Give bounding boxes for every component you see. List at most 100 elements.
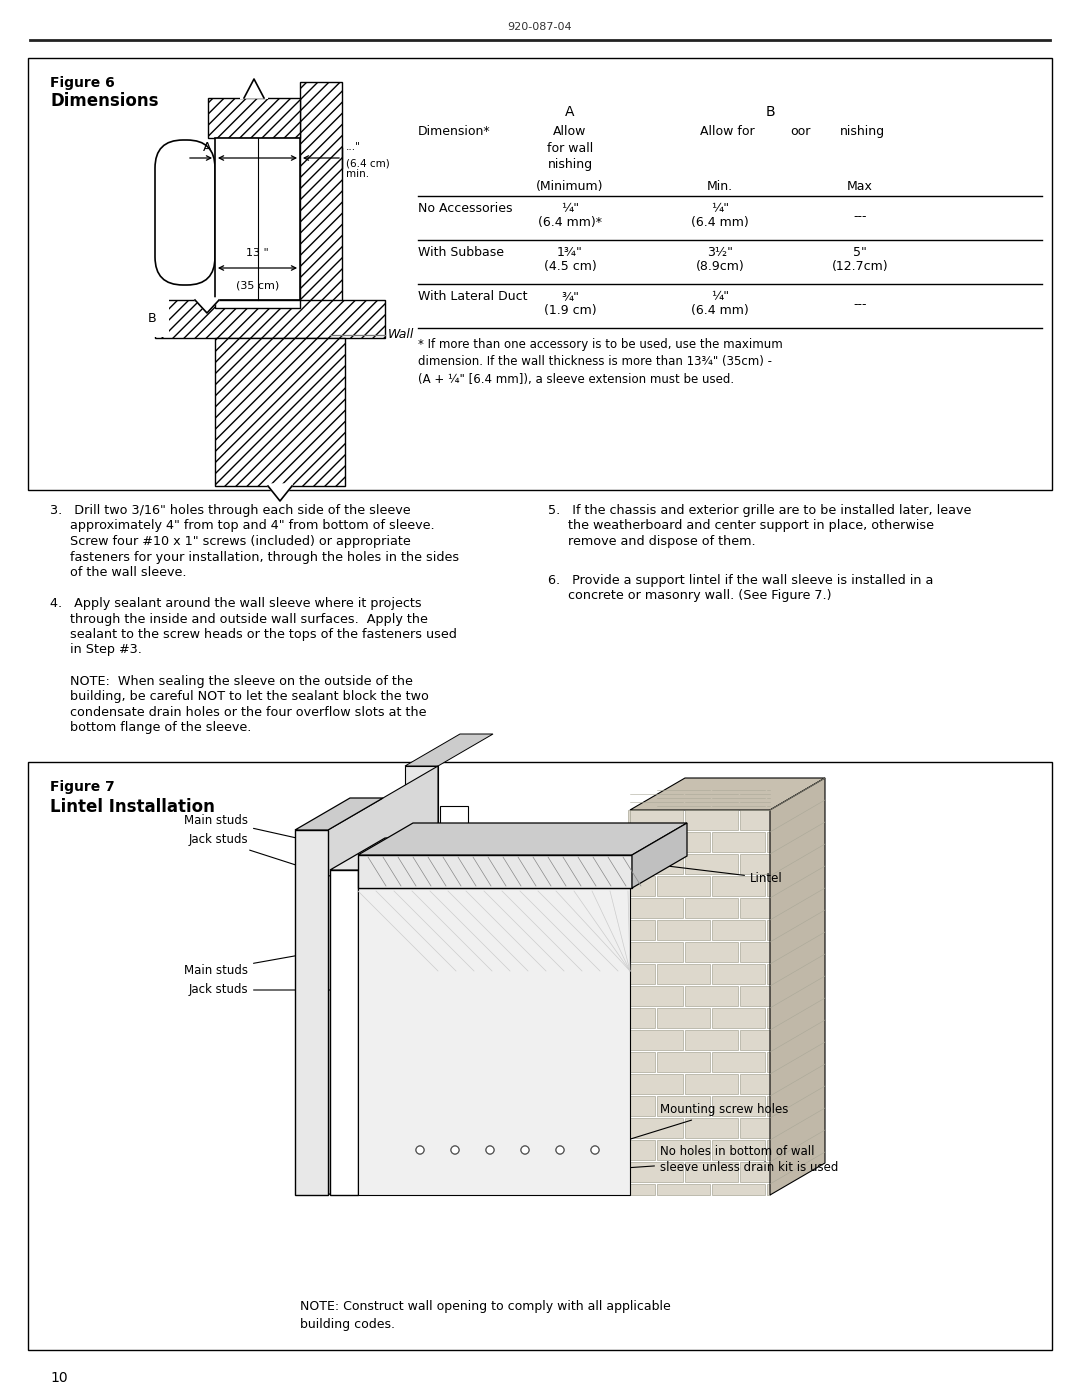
Text: (12.7cm): (12.7cm): [832, 260, 889, 272]
Text: Dimensions: Dimensions: [50, 92, 159, 110]
Text: building, be careful NOT to let the sealant block the two: building, be careful NOT to let the seal…: [50, 690, 429, 703]
Polygon shape: [712, 1052, 765, 1071]
Polygon shape: [632, 823, 687, 888]
Text: ---: ---: [853, 210, 867, 224]
Text: A: A: [203, 141, 211, 154]
Bar: [28, 761, 1052, 1350]
Polygon shape: [630, 854, 683, 875]
Polygon shape: [657, 1009, 710, 1028]
Text: remove and dispose of them.: remove and dispose of them.: [548, 535, 756, 548]
Text: (8.9cm): (8.9cm): [696, 260, 744, 272]
Polygon shape: [330, 870, 357, 1194]
Polygon shape: [712, 876, 765, 895]
Text: (6.4 mm): (6.4 mm): [691, 217, 748, 229]
Text: Wall: Wall: [388, 328, 415, 341]
Polygon shape: [630, 1030, 683, 1051]
Polygon shape: [328, 766, 438, 1194]
Text: No holes in bottom of wall
sleeve unless drain kit is used: No holes in bottom of wall sleeve unless…: [597, 1146, 838, 1173]
Polygon shape: [657, 876, 710, 895]
Polygon shape: [630, 810, 683, 830]
Text: fasteners for your installation, through the holes in the sides: fasteners for your installation, through…: [50, 550, 459, 563]
Polygon shape: [440, 806, 468, 1132]
Polygon shape: [657, 833, 710, 852]
Polygon shape: [740, 1162, 770, 1182]
Polygon shape: [657, 1097, 710, 1116]
Polygon shape: [712, 921, 765, 940]
Text: bottom flange of the sleeve.: bottom flange of the sleeve.: [50, 721, 252, 733]
Circle shape: [591, 1146, 599, 1154]
Polygon shape: [685, 1118, 738, 1139]
Text: Max: Max: [847, 180, 873, 193]
Polygon shape: [767, 1185, 770, 1194]
Text: (1.9 cm): (1.9 cm): [543, 305, 596, 317]
Text: (6.4 mm)*: (6.4 mm)*: [538, 217, 602, 229]
Polygon shape: [630, 1162, 683, 1182]
Text: ¼": ¼": [561, 203, 579, 215]
Text: B: B: [148, 312, 157, 324]
Text: 4.   Apply sealant around the wall sleeve where it projects: 4. Apply sealant around the wall sleeve …: [50, 597, 421, 610]
Polygon shape: [740, 1074, 770, 1094]
Polygon shape: [767, 1052, 770, 1071]
Text: Mounting screw holes: Mounting screw holes: [597, 1104, 788, 1150]
Circle shape: [486, 1146, 494, 1154]
Text: Main studs: Main studs: [184, 950, 325, 977]
Polygon shape: [627, 854, 630, 875]
Polygon shape: [295, 798, 383, 830]
Text: Allow
for wall
nishing: Allow for wall nishing: [546, 124, 593, 170]
Bar: [28, 59, 1052, 490]
Polygon shape: [712, 964, 765, 983]
Polygon shape: [740, 898, 770, 918]
Text: ...": ...": [346, 142, 361, 152]
Text: Jack studs: Jack studs: [188, 983, 355, 996]
Polygon shape: [630, 1074, 683, 1094]
Polygon shape: [685, 1030, 738, 1051]
Text: in Step #3.: in Step #3.: [50, 644, 141, 657]
Polygon shape: [405, 766, 438, 1132]
Text: of the wall sleeve.: of the wall sleeve.: [50, 566, 187, 578]
Circle shape: [521, 1146, 529, 1154]
Polygon shape: [627, 986, 630, 1006]
Text: (6.4 mm): (6.4 mm): [691, 305, 748, 317]
Polygon shape: [685, 854, 738, 875]
Polygon shape: [657, 964, 710, 983]
Polygon shape: [767, 1009, 770, 1028]
Polygon shape: [330, 838, 413, 870]
Text: 5": 5": [853, 246, 867, 258]
Polygon shape: [630, 921, 654, 940]
Polygon shape: [712, 1009, 765, 1028]
Text: 3½": 3½": [707, 246, 733, 258]
Text: the weatherboard and center support in place, otherwise: the weatherboard and center support in p…: [548, 520, 934, 532]
Polygon shape: [685, 898, 738, 918]
Text: NOTE: Construct wall opening to comply with all applicable
building codes.: NOTE: Construct wall opening to comply w…: [300, 1301, 671, 1331]
Bar: [300, 82, 342, 352]
FancyBboxPatch shape: [156, 140, 215, 285]
Polygon shape: [740, 1030, 770, 1051]
Text: ¼": ¼": [711, 291, 729, 303]
Text: Allow for: Allow for: [700, 124, 755, 138]
Polygon shape: [627, 1074, 630, 1094]
Polygon shape: [627, 898, 630, 918]
Polygon shape: [685, 942, 738, 963]
Polygon shape: [405, 733, 492, 766]
Text: A: A: [565, 105, 575, 119]
Polygon shape: [630, 1097, 654, 1116]
Polygon shape: [630, 942, 683, 963]
Polygon shape: [657, 1185, 710, 1194]
Text: Main studs: Main studs: [184, 813, 325, 844]
Polygon shape: [630, 986, 683, 1006]
Polygon shape: [627, 942, 630, 963]
Text: ¾": ¾": [561, 291, 579, 303]
Circle shape: [451, 1146, 459, 1154]
Text: Figure 6: Figure 6: [50, 75, 114, 89]
Circle shape: [556, 1146, 564, 1154]
Bar: [215, 138, 300, 300]
Text: (6.4 cm): (6.4 cm): [346, 158, 390, 168]
Circle shape: [556, 1146, 564, 1154]
Text: Dimension*: Dimension*: [418, 124, 490, 138]
Text: 1¾": 1¾": [557, 246, 583, 258]
Polygon shape: [685, 1074, 738, 1094]
Polygon shape: [740, 854, 770, 875]
Circle shape: [591, 1146, 599, 1154]
Polygon shape: [195, 298, 219, 313]
Polygon shape: [770, 778, 825, 1194]
